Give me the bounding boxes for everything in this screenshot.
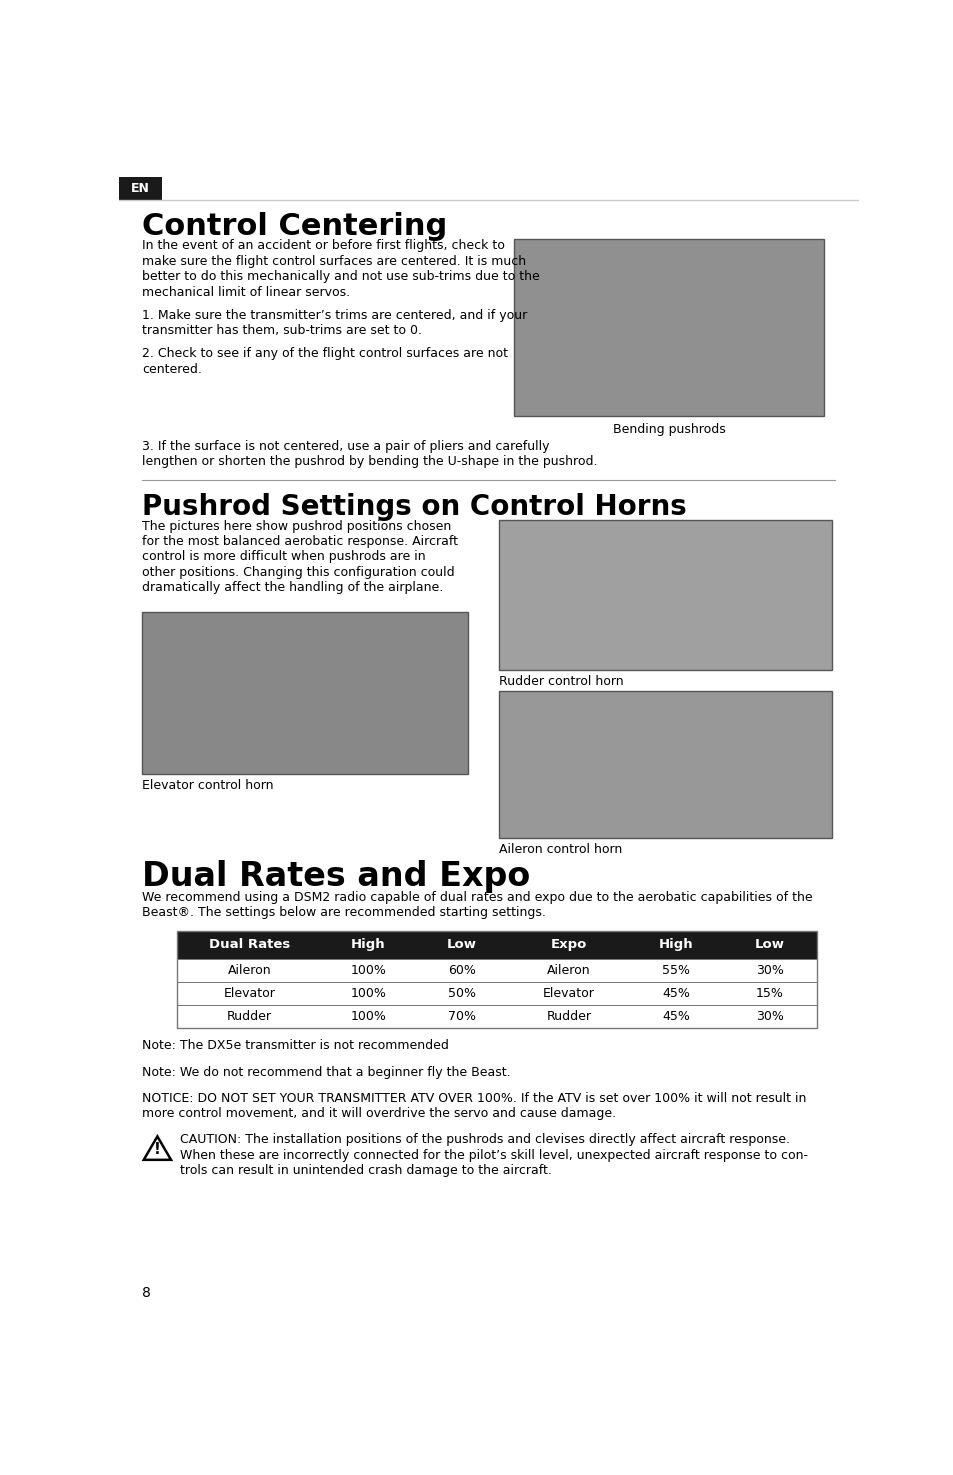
Bar — [119, 177, 162, 201]
Text: Elevator control horn: Elevator control horn — [142, 779, 274, 792]
Text: Aileron: Aileron — [547, 963, 590, 976]
Text: Elevator: Elevator — [542, 987, 595, 1000]
Text: Rudder: Rudder — [546, 1010, 591, 1022]
Text: 100%: 100% — [350, 1010, 386, 1022]
Text: 15%: 15% — [755, 987, 783, 1000]
Text: CAUTION: The installation positions of the pushrods and clevises directly affect: CAUTION: The installation positions of t… — [179, 1133, 789, 1146]
Bar — [514, 239, 823, 416]
Text: EN: EN — [131, 181, 150, 195]
Text: 8: 8 — [142, 1286, 152, 1299]
Text: Control Centering: Control Centering — [142, 211, 447, 240]
Text: 100%: 100% — [350, 987, 386, 1000]
Text: The pictures here show pushrod positions chosen: The pictures here show pushrod positions… — [142, 519, 452, 532]
Text: High: High — [659, 938, 693, 951]
Text: High: High — [351, 938, 385, 951]
Text: 100%: 100% — [350, 963, 386, 976]
Text: 30%: 30% — [755, 963, 783, 976]
Text: 60%: 60% — [448, 963, 476, 976]
Text: Note: We do not recommend that a beginner fly the Beast.: Note: We do not recommend that a beginne… — [142, 1065, 511, 1078]
Text: Note: The DX5e transmitter is not recommended: Note: The DX5e transmitter is not recomm… — [142, 1040, 449, 1052]
Bar — [498, 519, 831, 670]
Bar — [177, 931, 816, 959]
Text: dramatically affect the handling of the airplane.: dramatically affect the handling of the … — [142, 581, 443, 594]
Text: When these are incorrectly connected for the pilot’s skill level, unexpected air: When these are incorrectly connected for… — [179, 1149, 807, 1162]
Bar — [177, 982, 816, 1004]
Text: Elevator: Elevator — [223, 987, 275, 1000]
Text: Low: Low — [754, 938, 784, 951]
Bar — [498, 692, 831, 838]
Text: trols can result in unintended crash damage to the aircraft.: trols can result in unintended crash dam… — [179, 1164, 551, 1177]
Text: lengthen or shorten the pushrod by bending the U-shape in the pushrod.: lengthen or shorten the pushrod by bendi… — [142, 454, 598, 468]
Text: Aileron control horn: Aileron control horn — [498, 844, 621, 856]
Text: 45%: 45% — [661, 987, 690, 1000]
Text: mechanical limit of linear servos.: mechanical limit of linear servos. — [142, 286, 351, 298]
Bar — [142, 612, 468, 774]
Text: Dual Rates: Dual Rates — [209, 938, 290, 951]
Text: Aileron: Aileron — [228, 963, 271, 976]
Text: Rudder: Rudder — [227, 1010, 272, 1022]
Text: transmitter has them, sub-trims are set to 0.: transmitter has them, sub-trims are set … — [142, 324, 422, 338]
Text: 2. Check to see if any of the flight control surfaces are not: 2. Check to see if any of the flight con… — [142, 347, 508, 360]
Text: NOTICE: DO NOT SET YOUR TRANSMITTER ATV OVER 100%. If the ATV is set over 100% i: NOTICE: DO NOT SET YOUR TRANSMITTER ATV … — [142, 1092, 806, 1105]
Text: In the event of an accident or before first flights, check to: In the event of an accident or before fi… — [142, 239, 505, 252]
Text: more control movement, and it will overdrive the servo and cause damage.: more control movement, and it will overd… — [142, 1108, 616, 1120]
Text: 45%: 45% — [661, 1010, 690, 1022]
Text: Low: Low — [447, 938, 476, 951]
Text: make sure the flight control surfaces are centered. It is much: make sure the flight control surfaces ar… — [142, 255, 526, 268]
Text: Expo: Expo — [551, 938, 587, 951]
Bar — [177, 931, 816, 1028]
Text: 70%: 70% — [448, 1010, 476, 1022]
Text: Beast®. The settings below are recommended starting settings.: Beast®. The settings below are recommend… — [142, 906, 546, 919]
Bar — [177, 1004, 816, 1028]
Text: 1. Make sure the transmitter’s trims are centered, and if your: 1. Make sure the transmitter’s trims are… — [142, 308, 527, 322]
Text: Bending pushrods: Bending pushrods — [613, 423, 725, 435]
Bar — [177, 959, 816, 982]
Text: 55%: 55% — [661, 963, 690, 976]
Text: Pushrod Settings on Control Horns: Pushrod Settings on Control Horns — [142, 494, 686, 522]
Text: !: ! — [153, 1143, 161, 1158]
Text: 30%: 30% — [755, 1010, 783, 1022]
Text: centered.: centered. — [142, 363, 202, 376]
Text: other positions. Changing this configuration could: other positions. Changing this configura… — [142, 566, 455, 578]
Text: control is more difficult when pushrods are in: control is more difficult when pushrods … — [142, 550, 426, 563]
Text: 50%: 50% — [448, 987, 476, 1000]
Text: 3. If the surface is not centered, use a pair of pliers and carefully: 3. If the surface is not centered, use a… — [142, 440, 550, 453]
Text: Rudder control horn: Rudder control horn — [498, 676, 623, 689]
Text: Dual Rates and Expo: Dual Rates and Expo — [142, 860, 530, 892]
Text: better to do this mechanically and not use sub-trims due to the: better to do this mechanically and not u… — [142, 270, 539, 283]
Text: We recommend using a DSM2 radio capable of dual rates and expo due to the aeroba: We recommend using a DSM2 radio capable … — [142, 891, 812, 904]
Text: for the most balanced aerobatic response. Aircraft: for the most balanced aerobatic response… — [142, 535, 458, 549]
